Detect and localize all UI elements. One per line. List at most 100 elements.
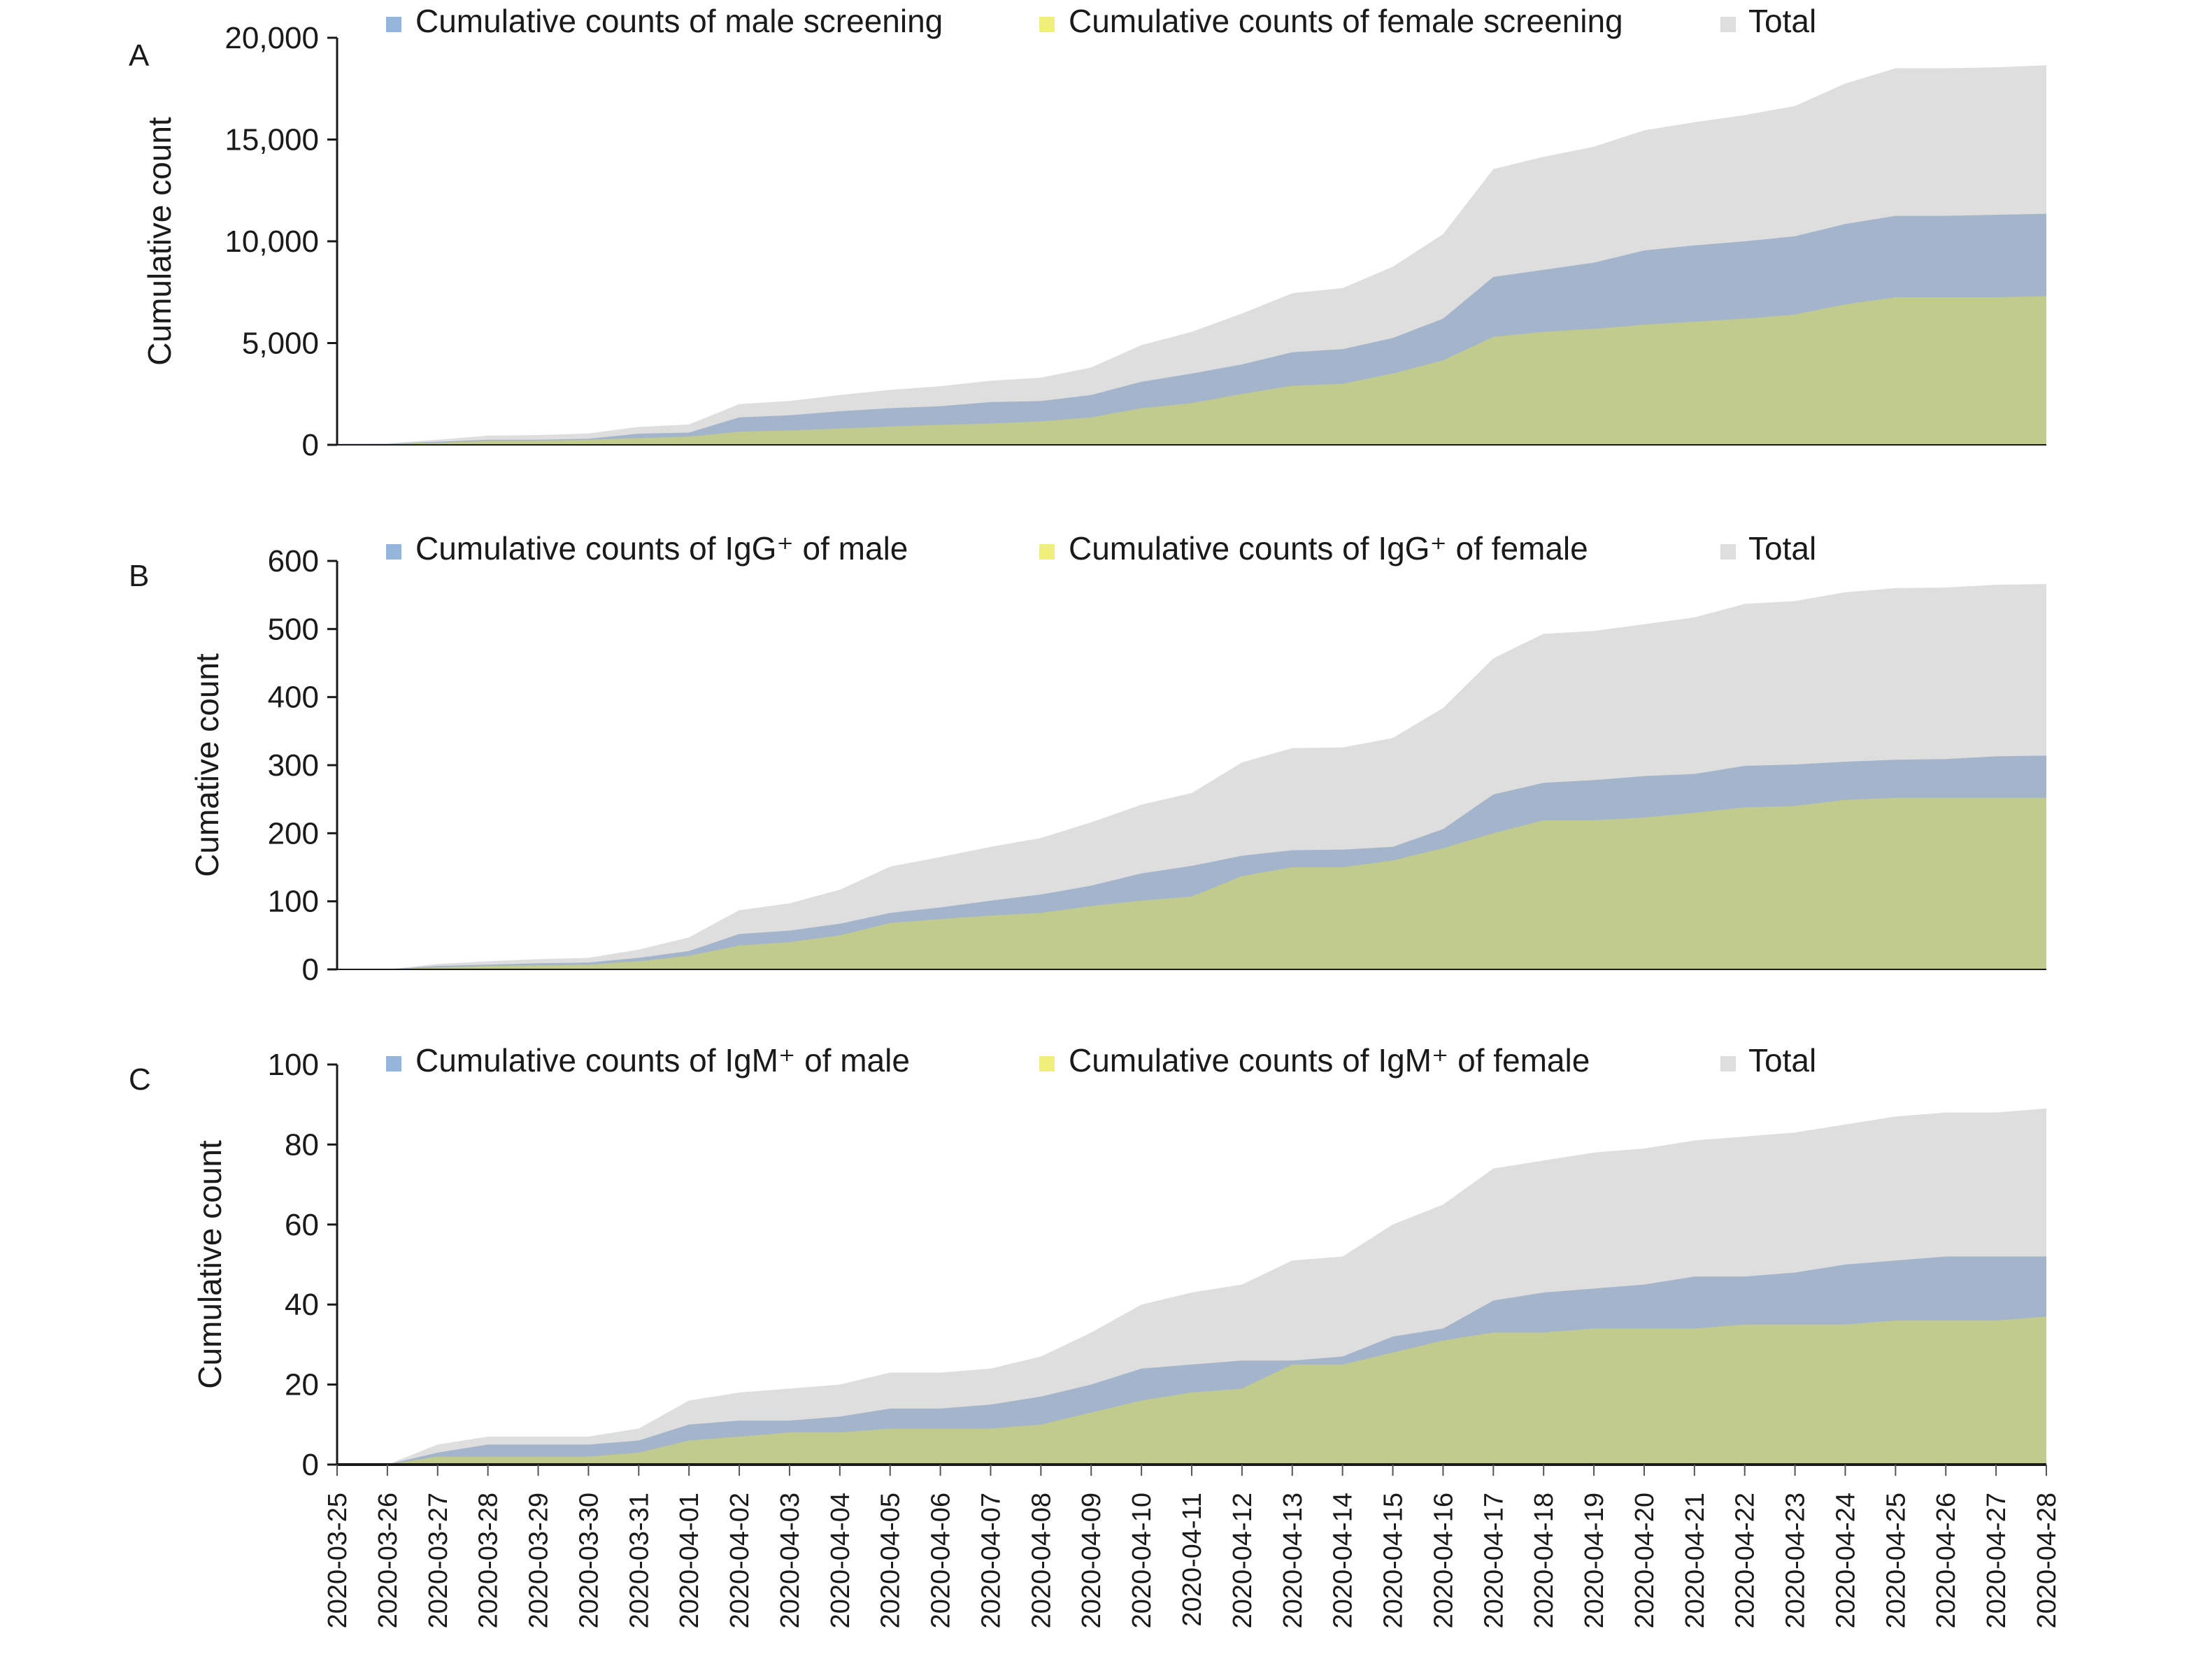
legend-item: Total	[1720, 3, 1816, 39]
legend-label: Cumulative counts of female screening	[1069, 3, 1623, 39]
x-tick-label: 2020-04-09	[1077, 1493, 1106, 1628]
panel-letter: C	[129, 1062, 151, 1097]
y-tick-label: 20,000	[224, 21, 319, 55]
y-axis-title: Cumulative count	[141, 117, 178, 366]
legend-item: Total	[1720, 1042, 1816, 1079]
panel-b: B Cumative count 0 100 200 300 400 500 600 Cumula…	[129, 530, 2046, 987]
y-tick-label: 15,000	[224, 123, 319, 157]
legend-item: Cumulative counts of female screening	[1039, 3, 1623, 39]
x-tick-label: 2020-04-26	[1932, 1493, 1961, 1628]
x-tick-label: 2020-04-19	[1580, 1493, 1609, 1628]
legend-label: Total	[1748, 530, 1816, 567]
legend-swatch-icon	[386, 544, 401, 560]
y-tick-label: 500	[268, 612, 319, 646]
x-tick-label: 2020-04-18	[1530, 1493, 1559, 1628]
x-tick-label: 2020-04-15	[1379, 1493, 1409, 1628]
legend-item: Cumulative counts of male screening	[386, 3, 943, 39]
legend: Cumulative counts of male screening Cumul…	[386, 3, 1816, 39]
y-tick-label: 0	[302, 428, 319, 462]
y-axis-title: Cumulative count	[192, 1140, 228, 1389]
legend-item: Cumulative counts of IgM⁺ of female	[1039, 1042, 1590, 1079]
x-tick-label: 2020-04-23	[1781, 1493, 1811, 1628]
legend-swatch-icon	[1720, 17, 1736, 32]
y-tick-label: 600	[268, 544, 319, 578]
y-tick-label: 100	[268, 885, 319, 919]
x-tick-label: 2020-04-06	[927, 1493, 956, 1628]
x-tick-label: 2020-03-28	[474, 1493, 504, 1628]
legend-label: Cumulative counts of male screening	[415, 3, 943, 39]
y-axis: 0 100 200 300 400 500 600	[268, 544, 338, 987]
legend-swatch-icon	[1039, 1056, 1055, 1072]
y-axis-title: Cumative count	[189, 653, 225, 877]
legend-swatch-icon	[1039, 544, 1055, 560]
legend-label: Total	[1748, 3, 1816, 39]
legend-swatch-icon	[386, 1056, 401, 1072]
legend-item: Cumulative counts of IgM⁺ of male	[386, 1042, 910, 1079]
x-tick-label: 2020-04-04	[826, 1493, 855, 1628]
area-female	[337, 797, 2046, 969]
x-tick-label: 2020-04-07	[976, 1493, 1006, 1628]
y-tick-label: 300	[268, 748, 319, 783]
x-tick-label: 2020-03-29	[525, 1493, 554, 1628]
x-tick-label: 2020-04-10	[1127, 1493, 1157, 1628]
y-tick-label: 5,000	[242, 327, 319, 361]
area-female	[337, 296, 2046, 445]
x-tick-label: 2020-04-21	[1681, 1493, 1710, 1628]
x-tick-label: 2020-03-27	[424, 1493, 453, 1628]
panel-c: C Cumulative count 0 20 40 60 80 100 Cumulative …	[129, 1042, 2046, 1482]
y-axis: 0 5,000 10,000 15,000 20,000	[224, 21, 338, 462]
x-tick-label: 2020-04-16	[1429, 1493, 1458, 1628]
legend-label: Total	[1748, 1042, 1816, 1079]
x-tick-label: 2020-04-12	[1228, 1493, 1257, 1628]
x-tick-label: 2020-04-25	[1881, 1493, 1911, 1628]
x-tick-label: 2020-04-05	[876, 1493, 906, 1628]
y-axis: 0 20 40 60 80 100	[268, 1048, 338, 1482]
areas	[337, 1108, 2046, 1465]
x-tick-label: 2020-04-27	[1982, 1493, 2011, 1628]
x-tick-label: 2020-04-24	[1831, 1493, 1860, 1628]
x-tick-label: 2020-04-22	[1731, 1493, 1760, 1628]
x-tick-label: 2020-04-08	[1027, 1493, 1056, 1628]
y-tick-label: 0	[302, 953, 319, 987]
x-tick-label: 2020-04-02	[725, 1493, 755, 1628]
y-tick-label: 40	[285, 1288, 319, 1322]
x-tick-label: 2020-04-01	[675, 1493, 704, 1628]
y-tick-label: 0	[302, 1448, 319, 1482]
y-tick-label: 100	[268, 1048, 319, 1082]
x-tick-label: 2020-03-26	[373, 1493, 403, 1628]
legend: Cumulative counts of IgG⁺ of male Cumulat…	[386, 530, 1816, 567]
x-tick-label: 2020-04-13	[1278, 1493, 1308, 1628]
x-tick-label: 2020-04-20	[1630, 1493, 1660, 1628]
x-tick-label: 2020-03-30	[574, 1493, 604, 1628]
legend-item: Total	[1720, 530, 1816, 567]
areas	[337, 584, 2046, 969]
y-tick-label: 10,000	[224, 225, 319, 259]
x-tick-label: 2020-03-25	[323, 1493, 352, 1628]
x-tick-label: 2020-03-31	[625, 1493, 654, 1628]
panel-letter: A	[129, 38, 150, 73]
area-female	[337, 1316, 2046, 1465]
x-tick-label: 2020-04-17	[1479, 1493, 1509, 1628]
legend-label: Cumulative counts of IgG⁺ of female	[1069, 530, 1588, 567]
y-tick-label: 60	[285, 1208, 319, 1242]
legend-label: Cumulative counts of IgG⁺ of male	[415, 530, 908, 567]
legend-swatch-icon	[1720, 1056, 1736, 1072]
legend-label: Cumulative counts of IgM⁺ of female	[1069, 1042, 1590, 1079]
x-axis-categories: 2020-03-25 2020-03-26 2020-03-27 2020-03-28…	[323, 1465, 2062, 1628]
legend-swatch-icon	[386, 17, 401, 32]
legend-item: Cumulative counts of IgG⁺ of male	[386, 530, 908, 567]
panel-a: A Cumulative count 0 5,000 10,000 15,000 20,00…	[129, 3, 2046, 462]
legend: Cumulative counts of IgM⁺ of male Cumulat…	[386, 1042, 1816, 1079]
legend-item: Cumulative counts of IgG⁺ of female	[1039, 530, 1588, 567]
x-tick-label: 2020-04-03	[776, 1493, 805, 1628]
legend-swatch-icon	[1720, 544, 1736, 560]
legend-swatch-icon	[1039, 17, 1055, 32]
x-tick-label: 2020-04-11	[1178, 1493, 1207, 1627]
y-tick-label: 80	[285, 1127, 319, 1162]
y-tick-label: 200	[268, 816, 319, 850]
y-tick-label: 400	[268, 681, 319, 715]
areas	[337, 65, 2046, 445]
x-tick-label: 2020-04-28	[2032, 1493, 2062, 1628]
x-tick-label: 2020-04-14	[1329, 1493, 1358, 1628]
panel-letter: B	[129, 559, 149, 593]
